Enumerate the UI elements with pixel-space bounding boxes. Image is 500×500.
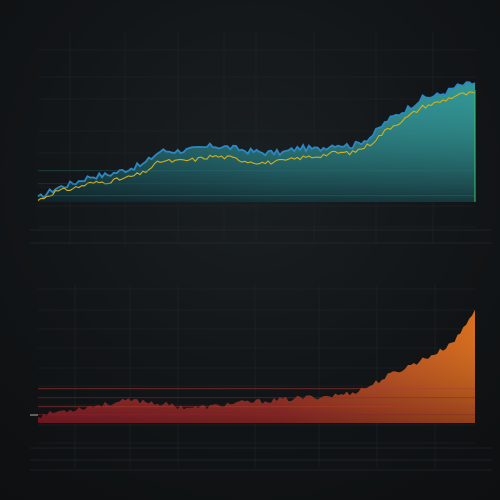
bottom-area-band — [38, 397, 475, 399]
top-area-band — [38, 183, 475, 185]
bottom-area-band — [38, 388, 475, 390]
bottom-area-band — [38, 414, 475, 416]
top-area-shade — [38, 82, 475, 202]
top-area-band — [38, 170, 475, 172]
top-line-yellow — [37, 91, 476, 201]
top-line-blue — [37, 81, 476, 200]
bottom-area-bands — [30, 388, 475, 416]
top-chart — [30, 32, 492, 245]
bottom-chart — [30, 285, 492, 471]
bottom-area-band — [38, 406, 475, 408]
top-area-band — [38, 195, 475, 197]
top-area-bands — [38, 90, 476, 202]
bottom-area-shade — [38, 309, 475, 423]
